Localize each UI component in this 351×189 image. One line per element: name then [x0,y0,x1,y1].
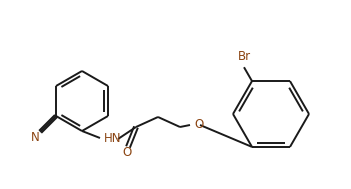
Text: N: N [31,131,40,144]
Text: HN: HN [104,132,121,146]
Text: O: O [122,146,132,160]
Text: O: O [194,119,203,132]
Text: Br: Br [237,50,251,63]
